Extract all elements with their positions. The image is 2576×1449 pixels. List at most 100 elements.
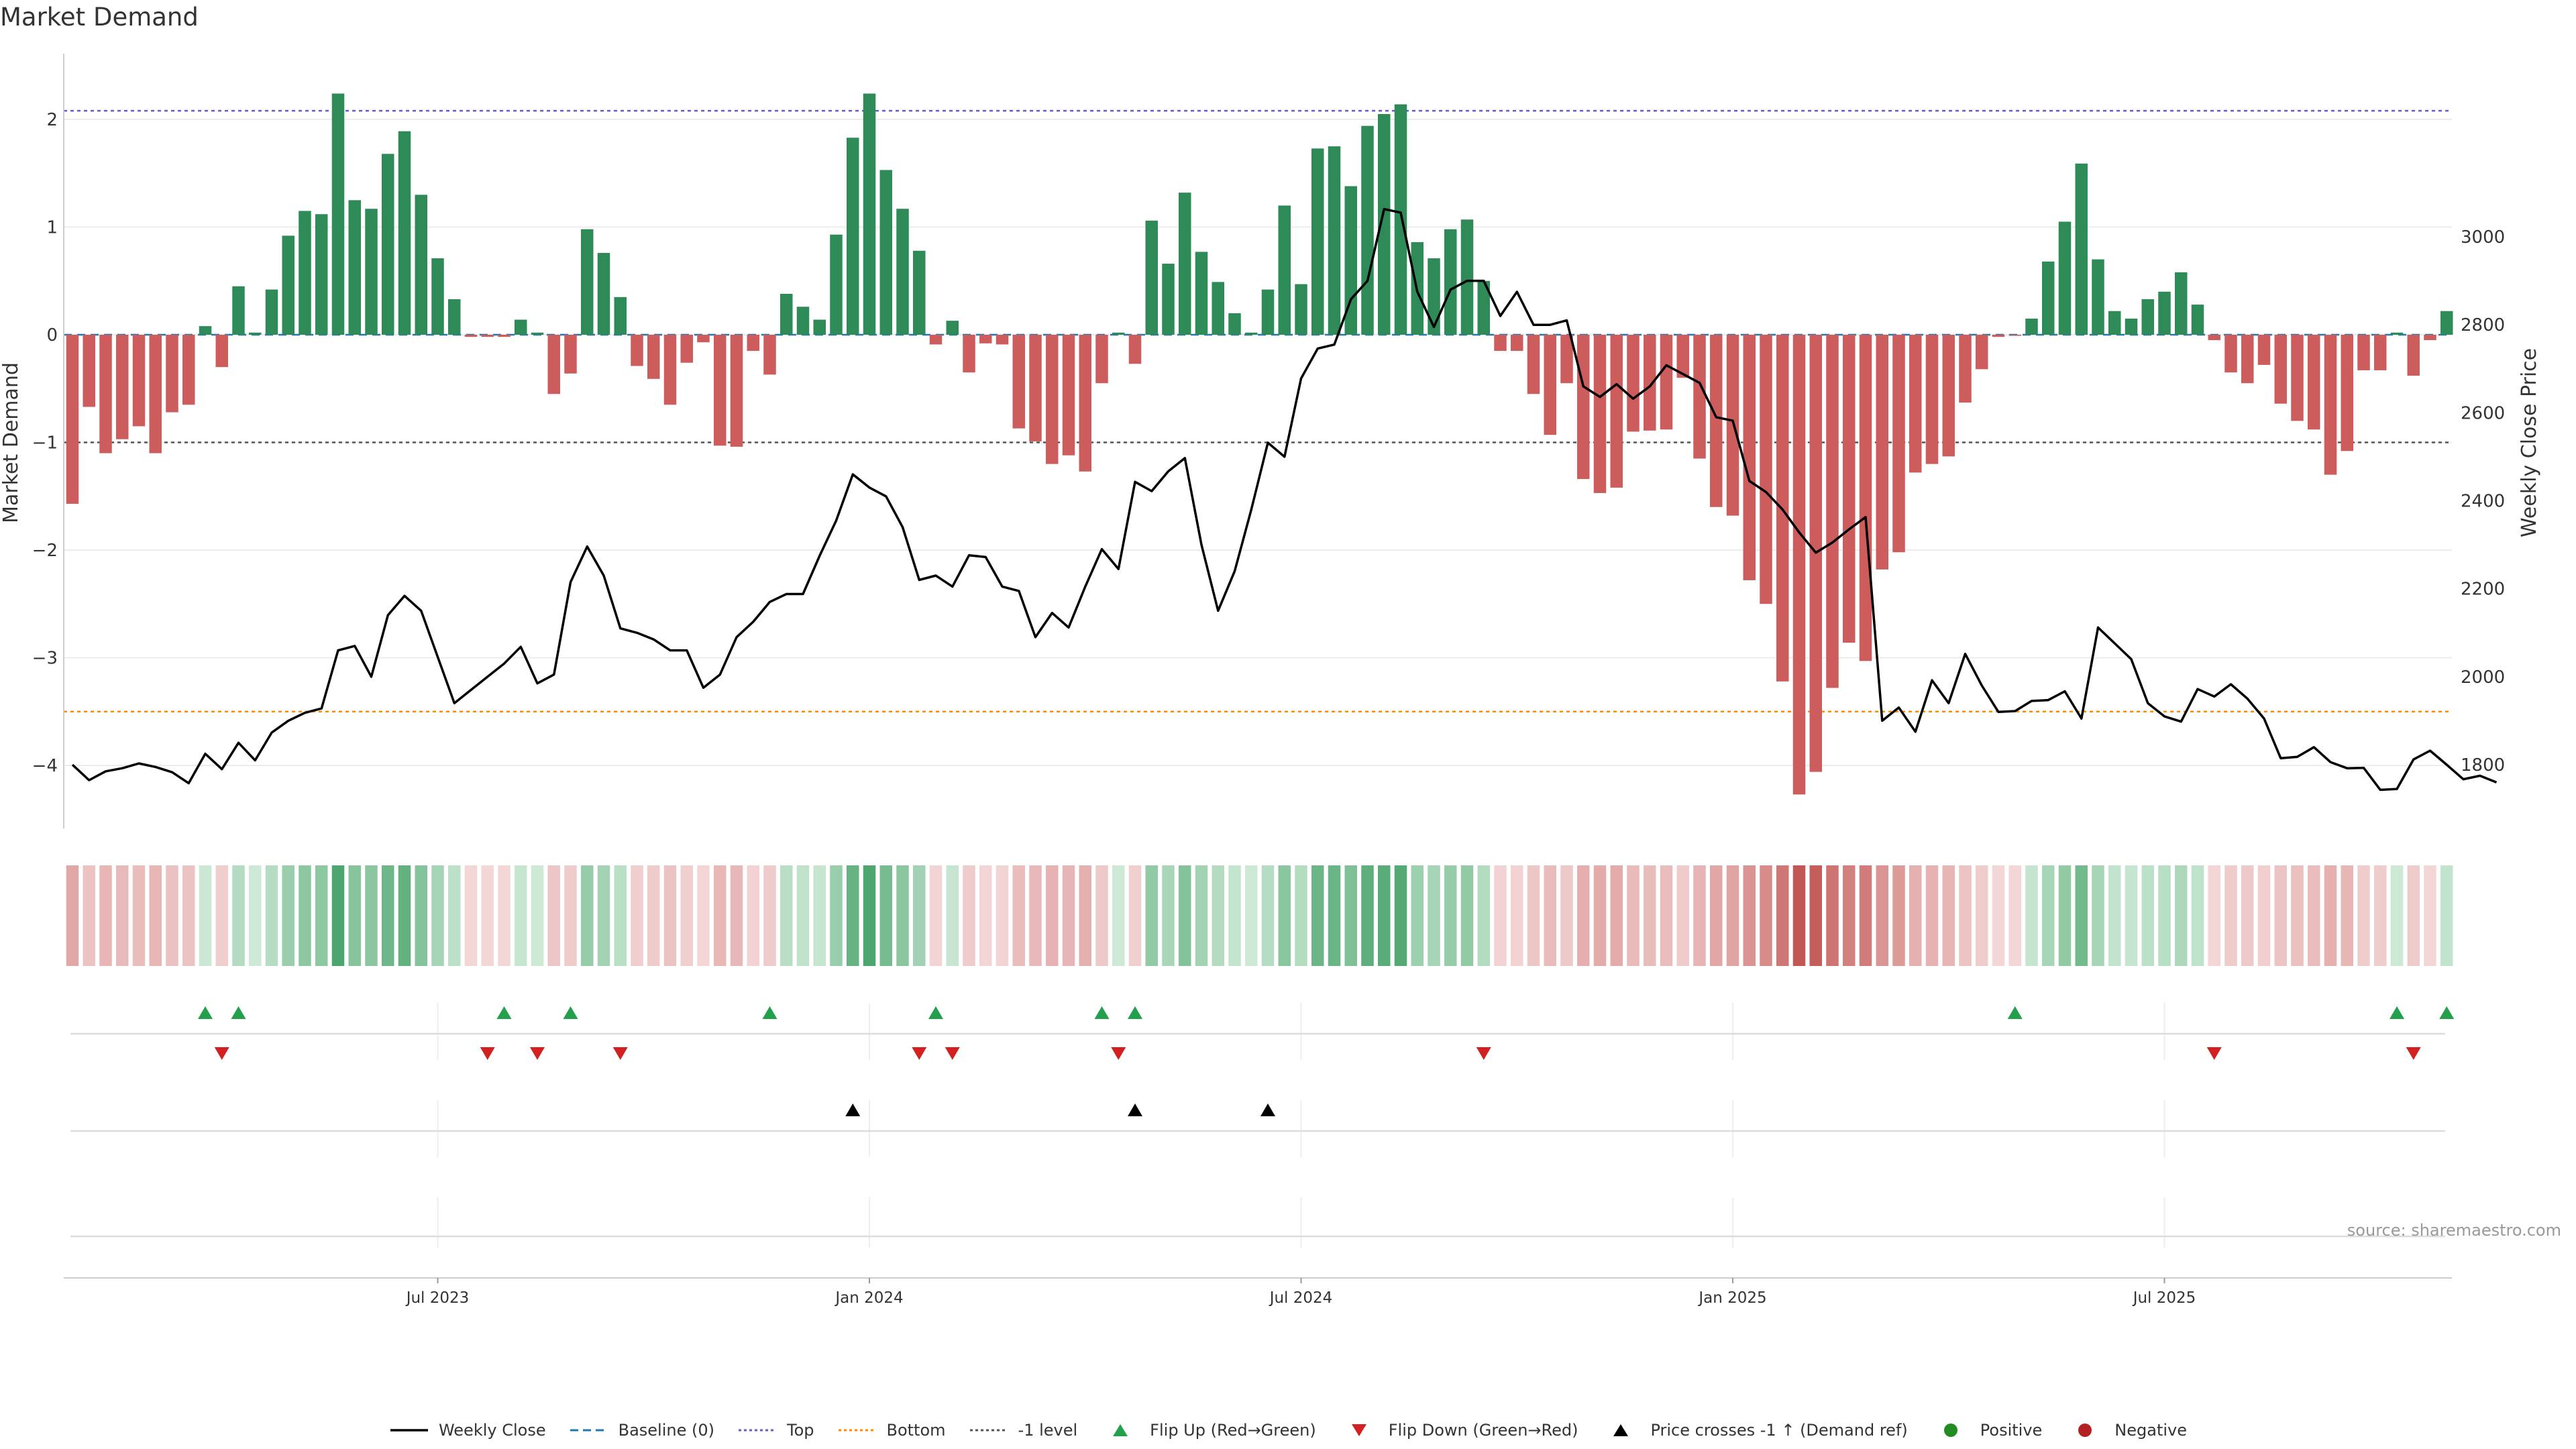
x-tick-label: Jan 2025 [1697,1289,1766,1307]
heat-cell [1444,865,1457,966]
demand-bar [896,209,909,335]
heat-cell [2224,865,2237,966]
heat-cell [1311,865,1324,966]
demand-bar [2241,335,2254,384]
heat-cell [929,865,943,966]
heat-cell [2357,865,2370,966]
demand-bar [99,335,112,453]
heat-cell [1112,865,1125,966]
heat-cell [1544,865,1556,966]
heat-cell [331,865,345,966]
heat-cell [597,865,610,966]
demand-bar [382,154,394,335]
heat-cell [1560,865,1573,966]
demand-bar [1959,335,1972,403]
y-right-tick-label: 1800 [2461,755,2505,775]
demand-bar [996,335,1009,345]
demand-bar [547,335,560,394]
demand-bar [83,335,95,407]
heat-cell [631,865,643,966]
demand-bar [2158,291,2171,335]
demand-bar [1228,313,1241,335]
demand-bar [1328,146,1341,335]
demand-bar [1162,264,1175,335]
demand-bar [1278,205,1291,335]
legend-item: Flip Down (Green→Red) [1339,1421,1578,1440]
price-cross-marker [845,1104,861,1116]
demand-bar [331,93,345,335]
heat-cell [2291,865,2304,966]
heat-cell [166,865,178,966]
heat-cell [265,865,278,966]
demand-bar [946,321,959,335]
demand-bar [1792,335,1806,795]
flip-down-marker [1476,1047,1491,1060]
heat-cell [2308,865,2320,966]
heat-cell [2208,865,2220,966]
demand-bar [348,200,361,335]
heat-cell [663,865,677,966]
heat-cell [963,865,975,966]
demand-bar [963,335,975,373]
demand-bar [1876,335,1888,570]
flip-up-marker [563,1006,578,1019]
demand-bar [1212,282,1224,335]
demand-bar [182,335,195,405]
demand-bar [1378,113,1391,335]
x-tick-label: Jan 2024 [834,1289,903,1307]
flip-up-marker [2439,1006,2455,1019]
heat-cell [2158,865,2171,966]
flip-up-marker [496,1006,512,1019]
y-left-tick-label: 0 [46,325,58,345]
heat-cell [1909,865,1922,966]
heat-cell [780,865,793,966]
legend-label: Flip Up (Red→Green) [1150,1421,1316,1440]
heat-cell [1660,865,1673,966]
demand-bar [1644,335,1656,431]
heat-cell [2058,865,2072,966]
x-tick-label: Jul 2024 [1269,1289,1333,1307]
flip-up-marker [1128,1006,1142,1019]
y-right-tick-label: 3000 [2461,227,2505,248]
price-series [71,207,2498,792]
heat-cell [1361,865,1374,966]
demand-bar [1394,104,1407,335]
demand-bar [747,335,759,352]
heat-cell [215,865,228,966]
demand-bar [2175,272,2188,335]
y-right-tick-label: 2200 [2461,580,2505,600]
heat-cell [946,865,959,966]
heat-cell [149,865,162,966]
demand-bar [1344,186,1357,335]
demand-bar [2092,259,2104,335]
heat-cell [1593,865,1607,966]
demand-bar [1261,289,1275,335]
legend-label: Price crosses -1 ↑ (Demand ref) [1650,1421,1908,1440]
demand-bar [1145,220,1158,335]
demand-bar [2058,221,2072,335]
heat-cell [315,865,328,966]
demand-bar [215,335,228,368]
demand-bar [1942,335,1955,457]
demand-bar [531,332,544,335]
legend-label: Baseline (0) [618,1421,714,1440]
heat-cell [1179,865,1191,966]
triangle-up-icon [1613,1424,1629,1436]
demand-bar [879,170,892,335]
flip-down-marker [1111,1047,1126,1060]
demand-bar [2274,335,2287,404]
demand-bar [796,307,810,335]
demand-bar [597,253,610,335]
legend-label: Top [787,1421,814,1440]
heat-cell [1726,865,1739,966]
heat-cell [1925,865,1939,966]
demand-bar [2224,335,2237,373]
dotted-line-icon [838,1429,876,1432]
source-note: source: sharemaestro.com [2347,1221,2561,1240]
heat-cell [2025,865,2038,966]
heat-cell [1760,865,1772,966]
flip-up-marker [762,1006,777,1019]
heat-cell [249,865,262,966]
demand-bar [2141,299,2154,335]
heat-cell [714,865,727,966]
